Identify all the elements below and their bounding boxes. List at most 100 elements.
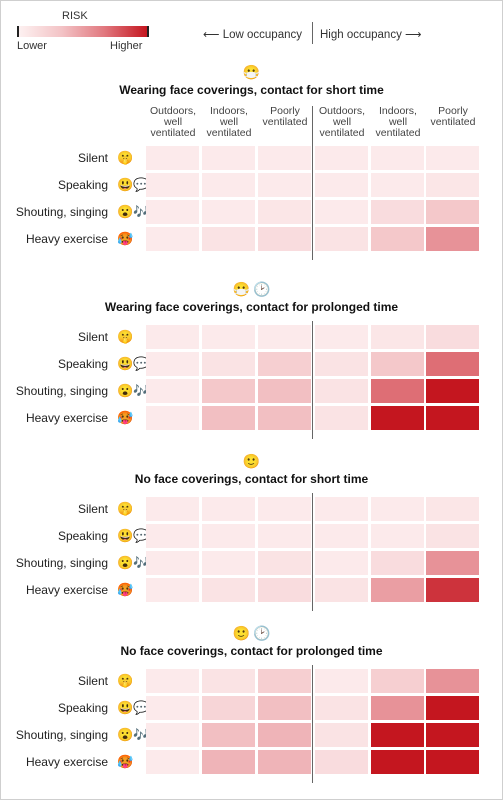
- row-label: Silent: [77, 151, 108, 165]
- heatmap-cell: [426, 200, 479, 224]
- row-label: Heavy exercise: [25, 411, 108, 425]
- heatmap-cell: [146, 669, 199, 693]
- column-header: Indoors, well ventilated: [375, 105, 421, 139]
- heatmap-cell: [202, 146, 255, 170]
- heatmap-cell: [202, 352, 255, 376]
- heatmap-cell: [371, 551, 424, 575]
- heatmap-cell: [202, 723, 255, 747]
- heatmap-cell: [426, 379, 479, 403]
- heatmap-cell: [146, 750, 199, 774]
- heatmap-cell: [371, 200, 424, 224]
- heatmap-cell: [202, 578, 255, 602]
- smiley-face-icon: 🙂: [242, 453, 261, 469]
- heatmap-cell: [258, 379, 311, 403]
- heatmap-cell: [371, 173, 424, 197]
- heatmap-cell: [258, 578, 311, 602]
- heatmap-cell: [371, 524, 424, 548]
- heatmap-cell: [146, 146, 199, 170]
- heatmap-cell: [146, 406, 199, 430]
- heatmap-cell: [258, 200, 311, 224]
- row-label: Silent: [77, 674, 108, 688]
- heatmap-cell: [146, 227, 199, 251]
- heatmap-cell: [258, 146, 311, 170]
- shushing-face-icon: 🤫: [117, 673, 134, 688]
- heatmap-cell: [202, 406, 255, 430]
- exercising-face-icon: 🥵: [117, 410, 134, 425]
- row-label: Speaking: [57, 178, 108, 192]
- heatmap-cell: [315, 578, 368, 602]
- row-label: Heavy exercise: [25, 755, 108, 769]
- heatmap-cell: [202, 524, 255, 548]
- heatmap-cell: [315, 325, 368, 349]
- heatmap-cell: [426, 352, 479, 376]
- exercising-face-icon: 🥵: [117, 231, 134, 246]
- occupancy-divider: [312, 106, 313, 260]
- face-mask-icon: 😷: [232, 281, 250, 297]
- smiley-face-icon: 🙂: [232, 625, 250, 641]
- heatmap-cell: [258, 551, 311, 575]
- column-header: Poorly ventilated: [262, 105, 308, 128]
- exercising-face-icon: 🥵: [117, 754, 134, 769]
- exercising-face-icon: 🥵: [117, 582, 134, 597]
- singing-face-icon: 😮🎶: [117, 204, 150, 219]
- row-label: Speaking: [57, 529, 108, 543]
- heatmap-cell: [426, 669, 479, 693]
- heatmap-cell: [371, 669, 424, 693]
- heatmap-cell: [371, 325, 424, 349]
- panel-title: No face coverings, contact for short tim…: [134, 472, 369, 486]
- shushing-face-icon: 🤫: [117, 329, 134, 344]
- heatmap-cell: [315, 146, 368, 170]
- shushing-face-icon: 🤫: [117, 501, 134, 516]
- row-label: Shouting, singing: [15, 556, 108, 570]
- heatmap-cell: [202, 227, 255, 251]
- heatmap-cell: [202, 200, 255, 224]
- occupancy-divider: [312, 321, 313, 439]
- heatmap-cell: [258, 524, 311, 548]
- heatmap-cell: [146, 497, 199, 521]
- row-label: Silent: [77, 330, 108, 344]
- column-header: Outdoors, well ventilated: [149, 105, 197, 139]
- heatmap-cell: [371, 723, 424, 747]
- heatmap-cell: [315, 497, 368, 521]
- heatmap-cell: [258, 173, 311, 197]
- heatmap-cell: [258, 352, 311, 376]
- heatmap-cell: [146, 173, 199, 197]
- panel-icons: 😷: [0, 64, 503, 80]
- heatmap-cell: [258, 750, 311, 774]
- heatmap-cell: [315, 696, 368, 720]
- heatmap-cell: [258, 325, 311, 349]
- heatmap-cell: [146, 723, 199, 747]
- occupancy-divider: [312, 493, 313, 611]
- heatmap-cell: [258, 227, 311, 251]
- singing-face-icon: 😮🎶: [117, 383, 150, 398]
- heatmap-cell: [426, 497, 479, 521]
- heatmap-cell: [146, 352, 199, 376]
- heatmap-cell: [371, 146, 424, 170]
- heatmap-cell: [258, 696, 311, 720]
- heatmap-cell: [426, 146, 479, 170]
- heatmap-cell: [202, 325, 255, 349]
- shushing-face-icon: 🤫: [117, 150, 134, 165]
- legend-low-label: Lower: [17, 40, 47, 52]
- heatmap-cell: [315, 524, 368, 548]
- heatmap-cell: [146, 551, 199, 575]
- column-header: Outdoors, well ventilated: [318, 105, 366, 139]
- heatmap-cell: [371, 750, 424, 774]
- column-header: Poorly ventilated: [430, 105, 476, 128]
- heatmap-cell: [146, 524, 199, 548]
- clock-icon: 🕑: [253, 625, 271, 641]
- heatmap-cell: [426, 227, 479, 251]
- heatmap-cell: [426, 723, 479, 747]
- clock-icon: 🕑: [253, 281, 271, 297]
- heatmap-cell: [371, 497, 424, 521]
- heatmap-cell: [146, 200, 199, 224]
- heatmap-cell: [315, 723, 368, 747]
- heatmap-cell: [315, 200, 368, 224]
- legend-color-scale: [17, 26, 149, 37]
- heatmap-cell: [202, 173, 255, 197]
- row-label: Shouting, singing: [15, 728, 108, 742]
- heatmap-cell: [146, 696, 199, 720]
- heatmap-cell: [202, 551, 255, 575]
- heatmap-cell: [426, 696, 479, 720]
- panel-title: Wearing face coverings, contact for shor…: [119, 83, 384, 97]
